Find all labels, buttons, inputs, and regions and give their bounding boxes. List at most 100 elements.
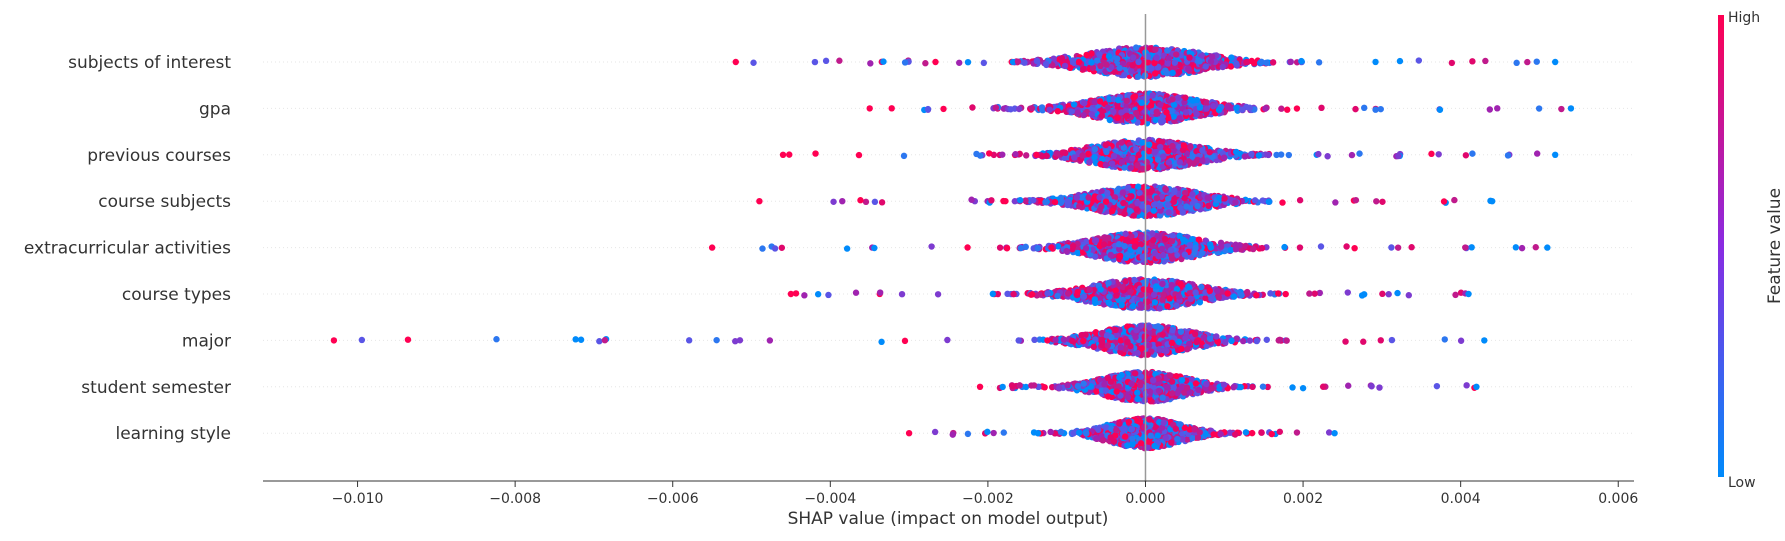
shap-point (1177, 205, 1183, 211)
shap-point (1111, 153, 1117, 159)
shap-point (1172, 59, 1178, 65)
shap-point (1199, 147, 1205, 153)
feature-label: course subjects (98, 192, 231, 212)
shap-point (1441, 198, 1447, 204)
shap-point (1372, 59, 1378, 65)
shap-point (1197, 104, 1203, 110)
shap-point (1123, 98, 1129, 104)
shap-point (1165, 209, 1171, 215)
shap-point (867, 60, 873, 66)
shap-point (1171, 199, 1177, 205)
shap-point (1091, 154, 1097, 160)
shap-point (1189, 191, 1195, 197)
shap-point (1097, 161, 1103, 167)
shap-point (1397, 58, 1403, 64)
shap-point (1449, 60, 1455, 66)
shap-point (1315, 151, 1321, 157)
shap-point (1233, 61, 1239, 67)
shap-point (999, 151, 1005, 157)
shap-point (1115, 97, 1121, 103)
shap-point (1071, 101, 1077, 107)
shap-point (1122, 231, 1128, 237)
shap-point (1099, 113, 1105, 119)
shap-point (1487, 106, 1493, 112)
shap-point (922, 60, 928, 66)
shap-point (1062, 63, 1068, 69)
shap-point (1468, 244, 1474, 250)
shap-point (1183, 109, 1189, 115)
shap-point (1489, 198, 1495, 204)
shap-point (968, 197, 974, 203)
shap-point (1552, 59, 1558, 65)
shap-point (932, 59, 938, 65)
shap-point (1092, 238, 1098, 244)
shap-point (1152, 70, 1158, 76)
shap-point (1153, 54, 1159, 60)
shap-point (1242, 153, 1248, 159)
shap-point (1096, 51, 1102, 57)
shap-point (1016, 106, 1022, 112)
shap-point (1163, 109, 1169, 115)
shap-point (1042, 199, 1048, 205)
shap-point (1297, 197, 1303, 203)
shap-point (1058, 199, 1064, 205)
shap-point (925, 106, 931, 112)
shap-point (733, 59, 739, 65)
shap-point (940, 106, 946, 112)
shap-point (1120, 189, 1126, 195)
shap-point (1151, 149, 1157, 155)
shap-point (1199, 250, 1205, 256)
shap-point (1273, 152, 1279, 158)
shap-point (1208, 244, 1214, 250)
shap-point (1298, 58, 1304, 64)
shap-point (1121, 211, 1127, 217)
shap-point (965, 59, 971, 65)
shap-point (1176, 69, 1182, 75)
shap-point (1146, 141, 1152, 147)
shap-point (1034, 58, 1040, 64)
shap-point (1148, 102, 1154, 108)
shap-point (1098, 203, 1104, 209)
shap-point (1175, 95, 1181, 101)
shap-point (1192, 245, 1198, 251)
shap-point (880, 58, 886, 64)
shap-point (1205, 194, 1211, 200)
shap-point (867, 105, 873, 111)
shap-point (1281, 244, 1287, 250)
shap-point (993, 104, 999, 110)
shap-point (1353, 197, 1359, 203)
shap-point (1279, 199, 1285, 205)
shap-point (1181, 195, 1187, 201)
shap-point (1250, 246, 1256, 252)
shap-point (1169, 70, 1175, 76)
shap-point (1349, 152, 1355, 158)
shap-point (772, 245, 778, 251)
shap-point (1128, 165, 1134, 171)
shap-point (1462, 244, 1468, 250)
shap-point (1469, 58, 1475, 64)
shap-point (871, 245, 877, 251)
shap-point (1119, 159, 1125, 165)
shap-point (1107, 117, 1113, 123)
shap-point (1505, 152, 1511, 158)
shap-point (1247, 104, 1253, 110)
shap-point (1176, 115, 1182, 121)
shap-point (1168, 247, 1174, 253)
shap-point (1008, 106, 1014, 112)
shap-point (1262, 105, 1268, 111)
shap-point (1105, 104, 1111, 110)
shap-point (1097, 63, 1103, 69)
shap-point (1544, 244, 1550, 250)
shap-point (1395, 153, 1401, 159)
shap-point (1012, 151, 1018, 157)
shap-point (1132, 243, 1138, 249)
shap-point (1151, 202, 1157, 208)
shap-point (1259, 245, 1265, 251)
shap-point (1128, 68, 1134, 74)
shap-point (1139, 195, 1145, 201)
shap-point (990, 291, 996, 297)
shap-point (1076, 59, 1082, 65)
shap-point (1203, 105, 1209, 111)
shap-point (1203, 63, 1209, 69)
shap-point (1143, 95, 1149, 101)
